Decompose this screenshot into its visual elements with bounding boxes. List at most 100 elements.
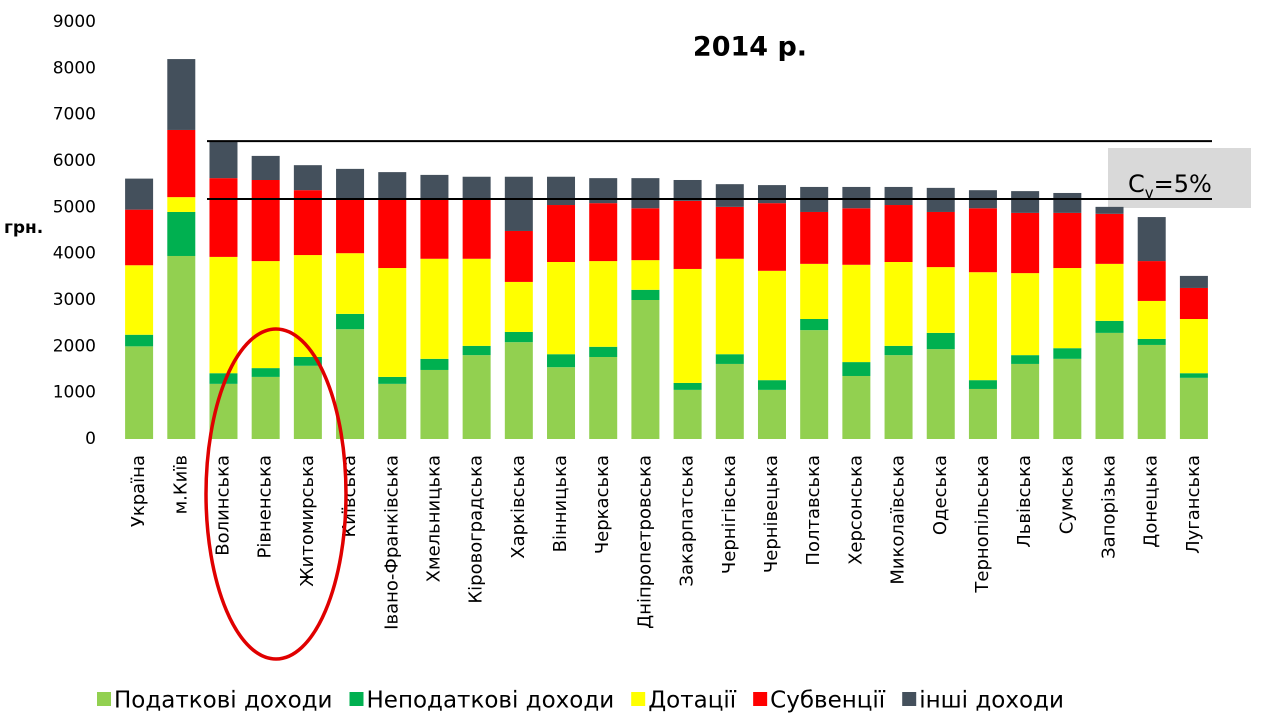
y-tick-label: 2000 [53,336,96,356]
x-tick-label: Запорізька [1099,455,1120,559]
bar-segment [504,331,533,343]
bar-segment [378,172,407,199]
bar-segment [336,253,365,314]
bar-segment [589,261,618,347]
x-tick-label: Волинська [212,455,233,556]
bar-segment [293,165,322,191]
bar-segment [251,261,280,369]
bar-segment [757,380,786,390]
bar-segment [209,178,238,257]
bar-segment [209,256,238,374]
bar-segment [968,272,997,381]
x-tick-label: Чернігівська [719,455,740,574]
bar-segment [125,265,154,335]
x-tick-label: Одеська [930,455,951,535]
bar-segment [842,264,871,363]
bar-segment [547,367,576,439]
bar-segment [251,179,280,262]
bar-segment [336,168,365,199]
bar-segment [504,342,533,439]
bar-segment [673,268,702,383]
bar-segment [715,258,744,355]
bar-segment [167,255,196,439]
x-tick-label: Тернопільська [972,455,993,594]
bar-segment [715,354,744,364]
bar-segment [462,199,491,259]
legend-swatch [631,692,646,706]
bar-segment [800,211,829,264]
y-tick-label: 3000 [53,290,96,310]
bar-segment [167,211,196,256]
bar-segment [673,389,702,439]
bar-segment [1179,373,1208,378]
bar-segment [167,129,196,198]
bar-segment [926,332,955,350]
bar-segment [631,260,660,290]
legend-swatch [97,692,111,706]
legend-swatch [349,692,364,706]
bar-segment [462,258,491,346]
bar-segment [589,346,618,357]
legend-label: Неподаткові доходи [367,688,615,714]
x-tick-label: Дніпропетровська [634,455,655,629]
bar-segment [1137,344,1166,439]
x-tick-label: Київська [339,455,360,538]
bar-segment [968,388,997,439]
bar-segment [1053,192,1082,213]
bar-segment [293,255,322,357]
legend-swatch [753,692,768,706]
bar-segment [926,267,955,333]
y-axis-label: грн. [4,218,43,238]
x-tick-label: Житомирська [297,455,318,587]
bar-segment [842,375,871,439]
bar-segment [378,268,407,377]
y-tick-label: 8000 [53,58,96,78]
bar-segment [209,142,238,179]
bar-segment [968,208,997,273]
y-tick-label: 6000 [53,151,96,171]
bar-segment [547,205,576,263]
bar-segment [125,334,154,347]
bar-segment [631,208,660,261]
bar-segment [1137,217,1166,262]
bar-segment [1137,261,1166,301]
bar-segment [968,380,997,389]
chart-title: 2014 р. [693,32,807,63]
bar-segment [420,258,449,359]
bar-segment [462,176,491,200]
plot: 0 1000 2000 3000 4000 5000 6000 7000 8000 9000 Укр… [53,12,1212,630]
bar-segment [293,356,322,366]
x-tick-label: Хмельницька [423,455,444,582]
x-tick-label: Черкаська [592,455,613,554]
bar-segment [462,345,491,356]
bar-segment [1095,263,1124,321]
bar-segment [420,358,449,370]
bar-segment [800,330,829,439]
bar-segment [631,178,660,209]
bar-segment [125,209,154,266]
bar-segment [462,355,491,439]
bar-segment [589,356,618,439]
x-tick-label: Сумська [1056,455,1077,534]
y-tick-label: 1000 [53,383,96,403]
bar-segment [1095,213,1124,264]
bar-segment [293,190,322,256]
bar-segment [504,281,533,332]
x-tick-label: Рівненська [255,455,276,558]
bar-segment [757,185,786,204]
x-tick-label: Харківська [508,455,529,559]
bar-segment [209,373,238,384]
bar-segment [293,365,322,439]
bar-segment [547,354,576,368]
bar-segment [1011,363,1040,439]
x-tick-label: Донецька [1141,455,1162,548]
y-tick-label: 0 [85,429,96,449]
bar-segment [504,176,533,231]
bar-segment [631,289,660,300]
bar-segment [378,383,407,439]
bar-segment [673,382,702,390]
bar-segment [547,176,576,206]
y-tick-label: 5000 [53,197,96,217]
bar-segment [673,179,702,201]
legend-swatch [902,692,917,706]
